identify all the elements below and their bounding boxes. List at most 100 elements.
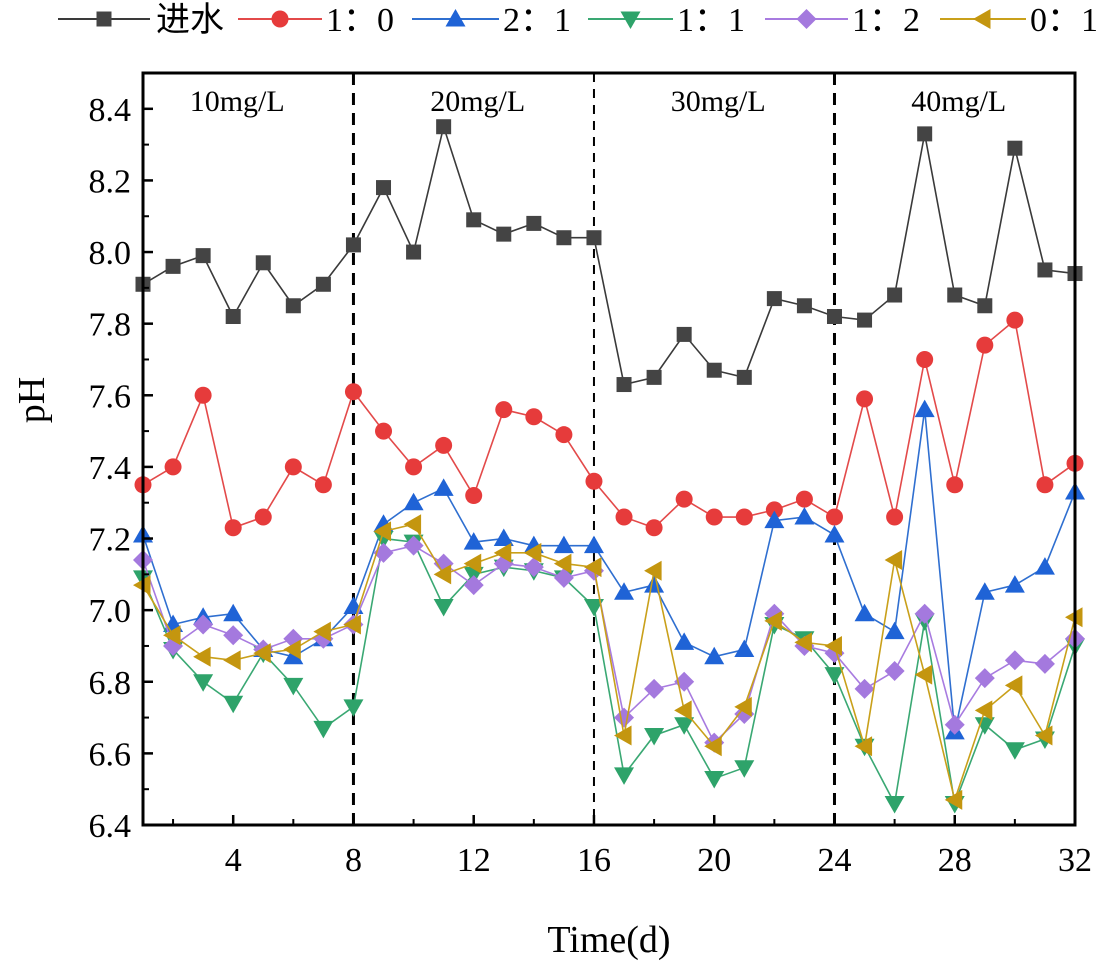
x-tick-label: 4 [225, 842, 242, 879]
data-point [224, 519, 242, 537]
x-tick-label: 12 [457, 842, 491, 879]
data-point [884, 796, 905, 814]
series-1 [134, 311, 1084, 537]
data-point [463, 532, 484, 550]
data-point [946, 476, 964, 494]
data-point [315, 276, 331, 292]
data-point [225, 309, 241, 325]
data-point [195, 248, 211, 264]
data-point [614, 725, 632, 746]
legend-marker [796, 9, 817, 29]
legend-item: 进水 [58, 2, 224, 39]
x-tick-label: 8 [345, 842, 362, 879]
data-point [373, 521, 392, 542]
data-point [523, 542, 542, 563]
data-point [735, 508, 753, 526]
data-point [495, 401, 513, 419]
data-point [734, 639, 755, 658]
data-point [193, 674, 214, 692]
data-point [1034, 557, 1055, 575]
data-point [344, 383, 362, 401]
data-point [403, 492, 424, 511]
data-point [615, 508, 633, 526]
data-point [1006, 311, 1024, 329]
legend-marker [973, 9, 991, 29]
data-point [556, 230, 572, 246]
y-tick-label: 6.4 [89, 808, 132, 845]
data-point [794, 632, 812, 653]
data-point [1004, 675, 1023, 696]
data-point [914, 399, 935, 418]
data-point [676, 326, 692, 342]
data-point [283, 677, 304, 696]
data-point [644, 727, 665, 746]
data-point [193, 614, 214, 635]
data-point [884, 550, 903, 571]
data-point [884, 621, 905, 640]
data-point [525, 408, 543, 426]
series-line [142, 537, 1076, 807]
data-point [854, 603, 875, 622]
y-axis: 6.4 6.6 6.8 7.0 7.2 7.4 7.6 7.8 8.0 8.2 8.4 [89, 92, 153, 845]
data-point [734, 760, 755, 778]
data-point [523, 557, 544, 578]
data-point [706, 362, 722, 378]
data-point [614, 767, 635, 785]
data-point [163, 625, 181, 646]
data-point [223, 650, 241, 671]
data-point [944, 789, 963, 810]
y-tick-label: 7.2 [89, 522, 132, 559]
x-axis: 4 8 12 16 20 24 28 32 [172, 815, 1092, 879]
data-point [223, 695, 244, 714]
legend-label: 1：2 [852, 2, 920, 39]
data-point [253, 643, 271, 664]
legend-label: 1：1 [677, 2, 745, 39]
y-tick-label: 7.4 [89, 450, 132, 487]
data-point [705, 508, 723, 526]
y-tick-label: 6.6 [89, 736, 132, 773]
data-point [463, 553, 482, 574]
data-point [193, 646, 211, 667]
data-point [974, 582, 995, 600]
data-point [795, 490, 813, 508]
x-tick-label: 24 [817, 842, 851, 879]
data-point [616, 377, 632, 393]
data-point [974, 700, 993, 721]
phase-label: 40mg/L [911, 85, 1006, 118]
data-point [254, 508, 272, 526]
y-tick-label: 7.6 [89, 378, 132, 415]
data-point [884, 661, 905, 682]
legend-marker [96, 11, 112, 27]
y-tick-label: 6.8 [89, 665, 132, 702]
y-tick-label: 8.2 [89, 163, 132, 200]
data-point [343, 699, 364, 717]
data-point [674, 700, 692, 721]
data-point [644, 678, 665, 699]
data-point [674, 717, 695, 735]
data-point [887, 287, 903, 303]
data-point [343, 614, 361, 635]
data-point [857, 312, 873, 328]
phase-label: 30mg/L [671, 85, 766, 118]
legend-item: 1：1 [588, 2, 745, 39]
data-point [736, 369, 752, 385]
data-point [435, 436, 453, 454]
legend: 进水 1：0 2：1 1：1 1：2 0：1 [58, 2, 1098, 39]
y-tick-label: 7.0 [89, 593, 132, 630]
data-point [1007, 140, 1023, 156]
data-point [1037, 262, 1053, 278]
data-point [585, 472, 603, 490]
data-point [165, 258, 181, 274]
data-point [375, 422, 393, 440]
data-point [916, 350, 934, 368]
data-point [164, 458, 182, 476]
data-point [704, 736, 722, 757]
data-point [974, 668, 995, 689]
data-point [285, 298, 301, 314]
data-point [433, 599, 454, 617]
data-point [734, 696, 752, 717]
x-tick-label: 32 [1058, 842, 1092, 879]
data-point [314, 476, 332, 494]
data-point [586, 230, 602, 246]
data-point [825, 508, 843, 526]
